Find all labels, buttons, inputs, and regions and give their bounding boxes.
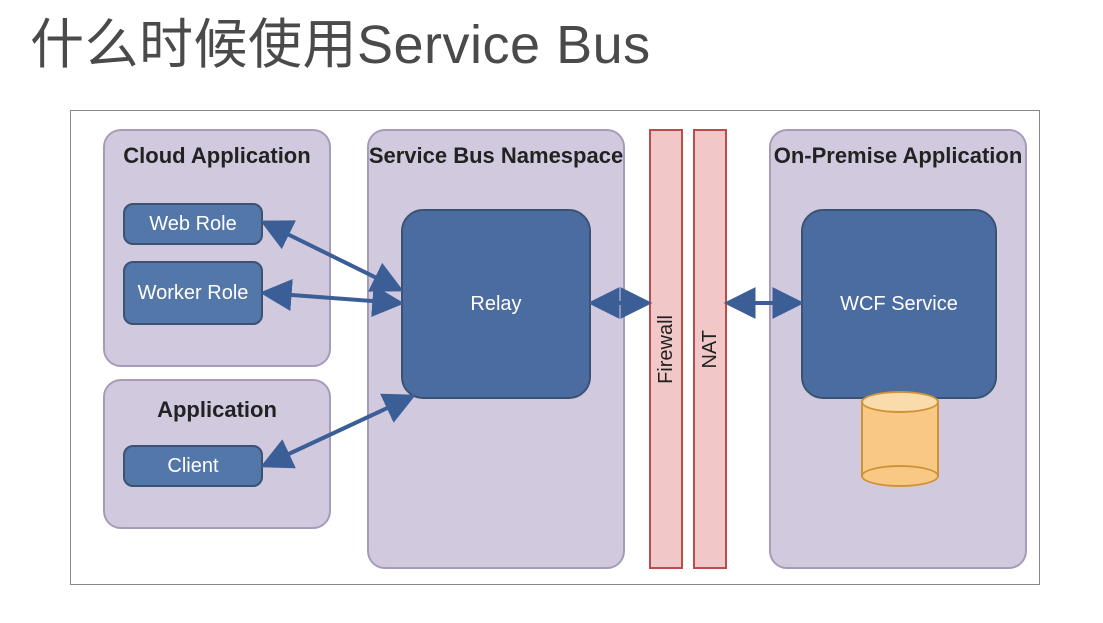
box-web-role: Web Role [123, 203, 263, 245]
vbar-nat-label: NAT [699, 330, 722, 369]
box-wcf-service: WCF Service [801, 209, 997, 399]
panel-title-application: Application [103, 387, 331, 422]
panel-title-service-bus: Service Bus Namespace [367, 133, 625, 168]
box-relay: Relay [401, 209, 591, 399]
vbar-nat: NAT [693, 129, 727, 569]
diagram-canvas: Cloud Application Application Service Bu… [70, 110, 1040, 585]
vbar-firewall: Firewall [649, 129, 683, 569]
database-cylinder-icon [861, 391, 939, 487]
vbar-firewall-label: Firewall [655, 315, 678, 384]
cylinder-bottom [861, 465, 939, 487]
box-client: Client [123, 445, 263, 487]
cylinder-top [861, 391, 939, 413]
page-title: 什么时候使用Service Bus [30, 0, 651, 79]
panel-title-cloud-app: Cloud Application [103, 133, 331, 168]
box-worker-role: Worker Role [123, 261, 263, 325]
panel-title-on-premise: On-Premise Application [769, 133, 1027, 168]
